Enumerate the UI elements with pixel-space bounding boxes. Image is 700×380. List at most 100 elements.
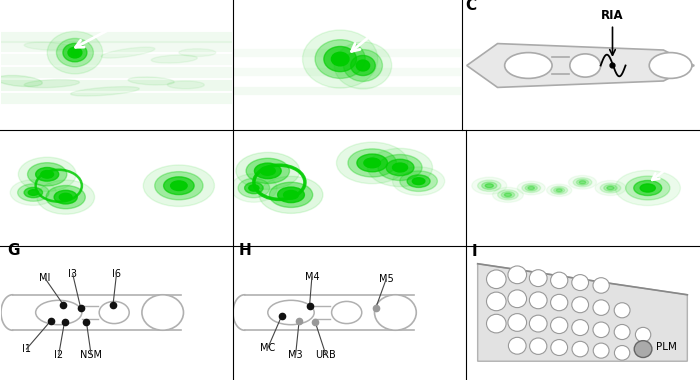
Ellipse shape [18, 184, 49, 201]
Circle shape [593, 322, 609, 337]
Ellipse shape [151, 55, 197, 63]
Text: M4: M4 [304, 272, 319, 282]
Ellipse shape [498, 190, 518, 200]
Ellipse shape [63, 43, 87, 62]
Ellipse shape [278, 187, 304, 203]
Circle shape [572, 297, 589, 313]
Ellipse shape [27, 163, 66, 186]
Circle shape [572, 275, 589, 291]
Ellipse shape [171, 181, 187, 190]
Ellipse shape [522, 184, 540, 193]
Ellipse shape [348, 149, 396, 177]
Ellipse shape [351, 55, 375, 76]
Ellipse shape [25, 79, 79, 88]
Polygon shape [467, 44, 694, 87]
Ellipse shape [477, 180, 501, 192]
Circle shape [486, 292, 506, 311]
Circle shape [530, 338, 547, 355]
Ellipse shape [472, 177, 507, 194]
Ellipse shape [378, 155, 422, 180]
Ellipse shape [400, 171, 438, 192]
Ellipse shape [517, 181, 545, 195]
Ellipse shape [374, 295, 416, 330]
Text: glr-6: glr-6 [242, 113, 267, 123]
Text: M3: M3 [288, 350, 303, 359]
Text: I3: I3 [68, 269, 77, 279]
Ellipse shape [604, 185, 617, 191]
Ellipse shape [254, 163, 281, 179]
Text: NSM: NSM [80, 350, 102, 359]
Text: glr-8 pharyngeal: glr-8 pharyngeal [240, 229, 326, 239]
Ellipse shape [551, 186, 568, 195]
Circle shape [636, 327, 651, 342]
Circle shape [593, 278, 609, 293]
Ellipse shape [179, 49, 216, 57]
Ellipse shape [626, 176, 670, 200]
Circle shape [572, 341, 588, 357]
Ellipse shape [60, 193, 72, 201]
Circle shape [529, 315, 547, 332]
Ellipse shape [231, 174, 277, 202]
Ellipse shape [547, 184, 572, 196]
Ellipse shape [36, 300, 82, 325]
Text: B: B [240, 5, 251, 19]
Ellipse shape [525, 185, 538, 191]
Ellipse shape [238, 178, 270, 198]
Text: F: F [473, 134, 484, 149]
Circle shape [508, 314, 526, 331]
Ellipse shape [37, 180, 95, 214]
Ellipse shape [570, 54, 601, 77]
Text: RIA: RIA [601, 9, 624, 55]
Text: E: E [240, 134, 251, 149]
Ellipse shape [18, 157, 76, 192]
Ellipse shape [505, 193, 512, 196]
Circle shape [508, 266, 526, 284]
Ellipse shape [128, 77, 174, 85]
Ellipse shape [41, 171, 54, 178]
Ellipse shape [10, 180, 57, 205]
Ellipse shape [412, 178, 425, 185]
Ellipse shape [24, 187, 43, 198]
Ellipse shape [167, 81, 204, 89]
Ellipse shape [386, 159, 414, 176]
Circle shape [529, 270, 547, 287]
Text: PLM: PLM [656, 342, 677, 352]
Circle shape [614, 325, 630, 340]
Circle shape [615, 345, 630, 360]
Ellipse shape [331, 52, 349, 66]
Ellipse shape [556, 189, 562, 192]
Ellipse shape [302, 30, 378, 88]
Ellipse shape [482, 182, 497, 189]
Ellipse shape [99, 301, 130, 324]
Text: D: D [8, 134, 20, 149]
Ellipse shape [393, 167, 444, 195]
Circle shape [614, 303, 630, 318]
Ellipse shape [57, 38, 93, 67]
Text: A: A [8, 5, 20, 19]
Text: I6: I6 [112, 269, 121, 279]
Ellipse shape [576, 179, 589, 185]
Text: M5: M5 [379, 274, 393, 284]
Ellipse shape [528, 187, 535, 190]
Circle shape [529, 292, 547, 309]
Text: MC: MC [260, 343, 275, 353]
Ellipse shape [244, 182, 263, 194]
Ellipse shape [71, 50, 78, 55]
Ellipse shape [315, 40, 365, 78]
Text: C: C [466, 0, 477, 13]
Ellipse shape [337, 142, 408, 184]
Ellipse shape [368, 148, 433, 187]
Ellipse shape [634, 180, 662, 196]
Text: glr-8 tail: glr-8 tail [473, 229, 516, 239]
Text: glr-3: glr-3 [10, 113, 36, 123]
Ellipse shape [640, 184, 655, 192]
Ellipse shape [344, 49, 382, 81]
Ellipse shape [568, 176, 596, 189]
Ellipse shape [364, 158, 381, 168]
Ellipse shape [268, 300, 314, 325]
Text: I2: I2 [54, 350, 63, 359]
Ellipse shape [595, 180, 626, 196]
Circle shape [593, 343, 609, 358]
Ellipse shape [649, 52, 692, 78]
Circle shape [508, 337, 526, 354]
